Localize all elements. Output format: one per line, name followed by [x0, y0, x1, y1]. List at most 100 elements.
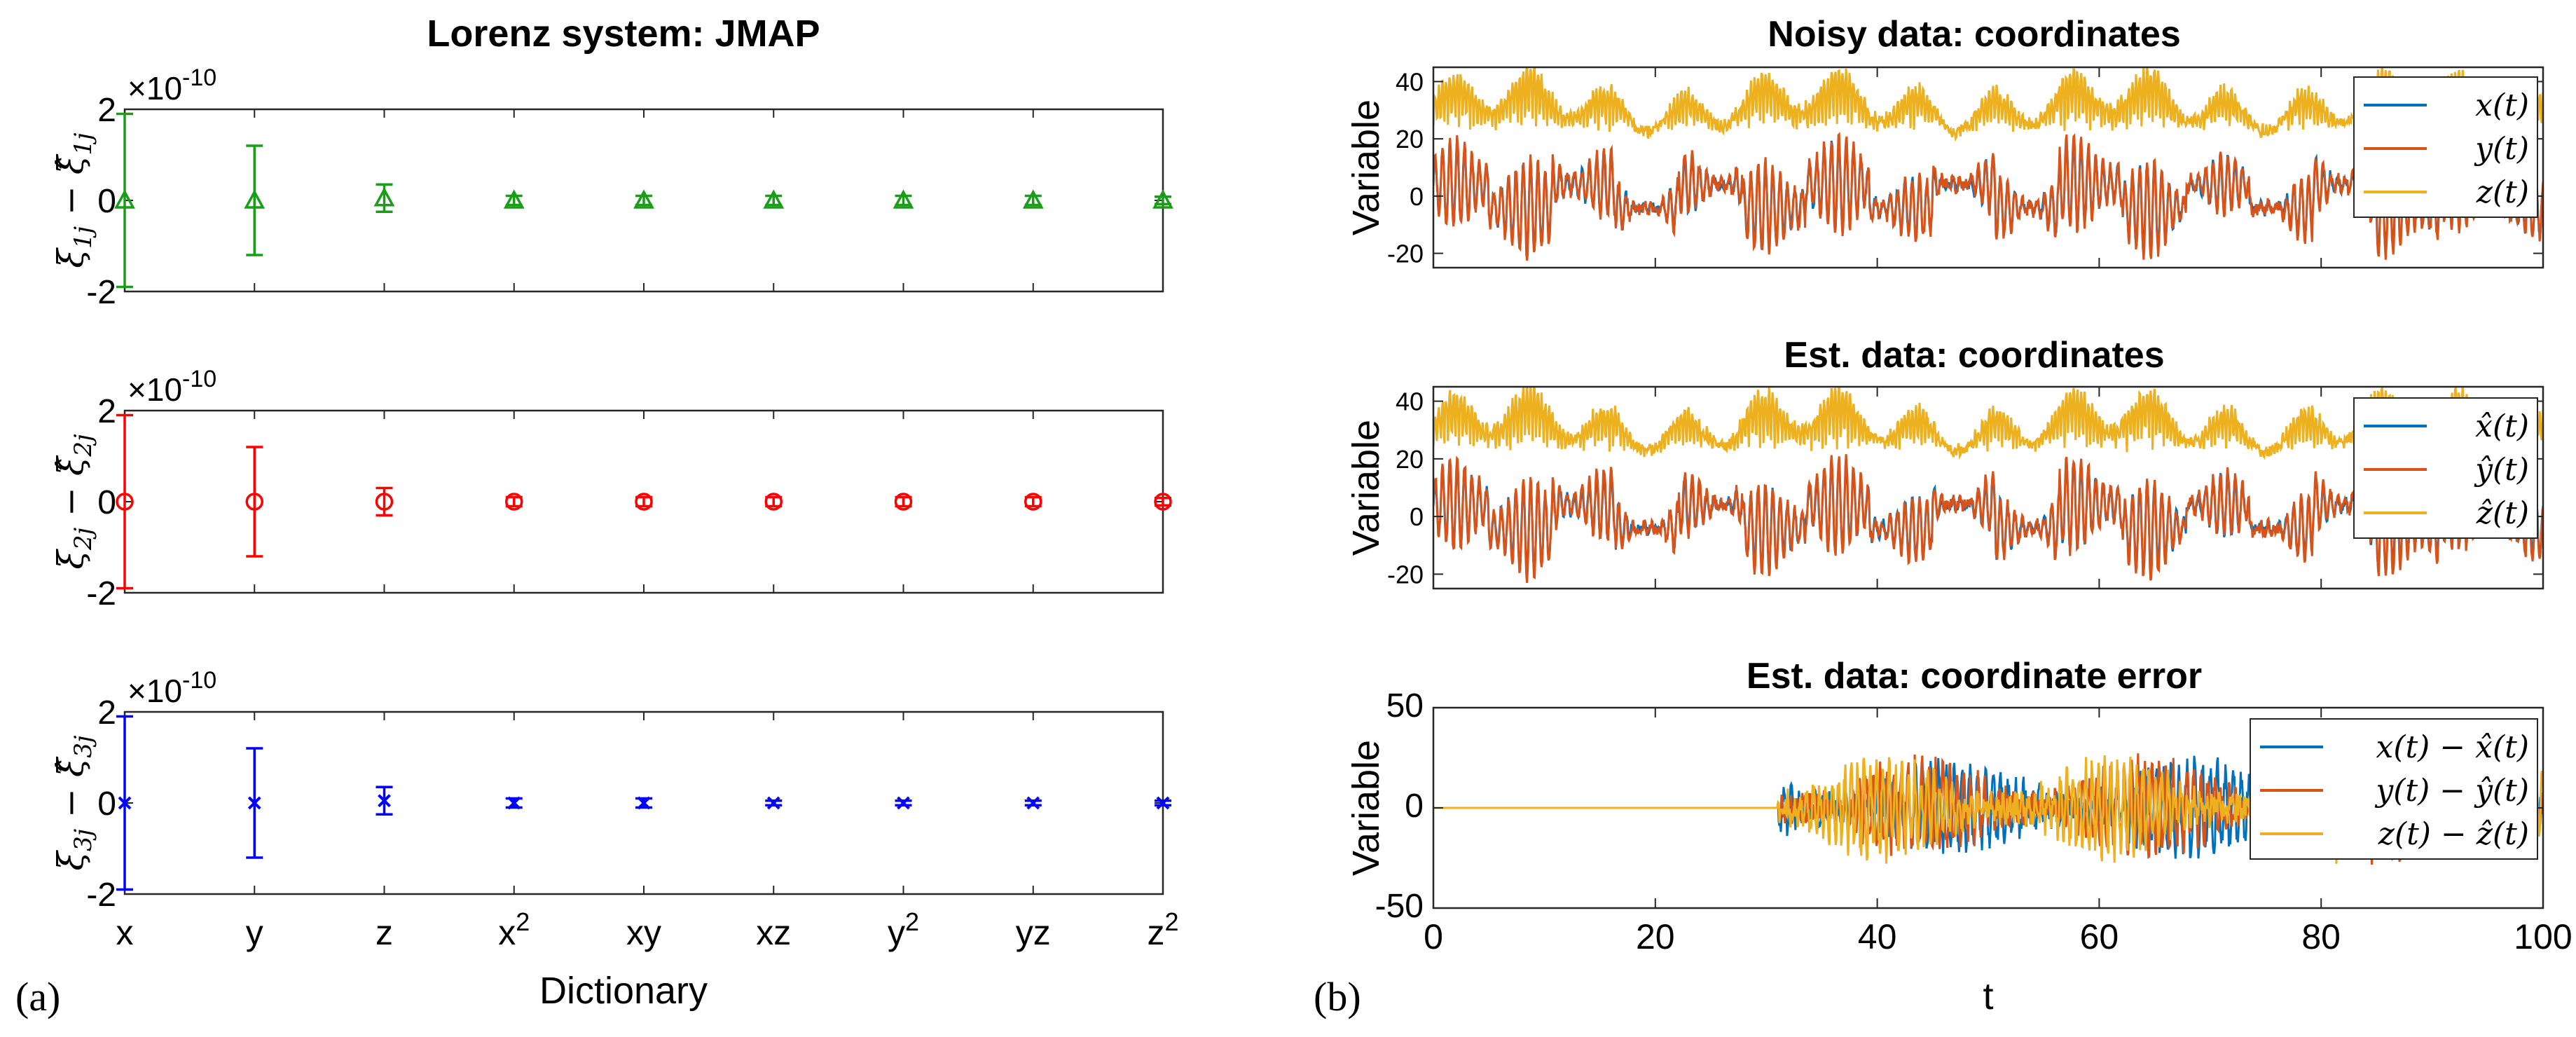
data-point: [1154, 493, 1172, 511]
y-tick-label: -20: [1387, 240, 1424, 268]
y-tick-label: 40: [1396, 387, 1424, 416]
data-point: [1022, 189, 1044, 209]
legend-box: [2353, 397, 2538, 539]
dictionary-tick-label: y2: [888, 907, 919, 952]
legend-label: ŷ(t): [2474, 452, 2529, 488]
data-point: [1156, 796, 1170, 810]
data-point: [373, 187, 395, 207]
legend-label: y(t): [2474, 131, 2529, 167]
panel-b-label: (b): [1314, 974, 1361, 1019]
data-point: [763, 189, 785, 209]
y-tick-label: -20: [1387, 560, 1424, 589]
y-tick-label: -2: [86, 575, 116, 612]
x-tick-label: 60: [2080, 917, 2119, 956]
data-point: [116, 493, 134, 511]
legend-label: z(t): [2476, 174, 2529, 210]
subplot-a2: 2 0 -2 ×10-10 ξ2j − ξ̂2j: [50, 366, 1172, 612]
dictionary-tick-label: x2: [498, 907, 530, 952]
data-point: [1152, 189, 1173, 209]
legend-label: z(t) − ẑ(t): [2378, 816, 2529, 852]
y-tick-label: 0: [1410, 502, 1424, 531]
data-point: [118, 796, 132, 810]
y-tick-label: 2: [97, 393, 116, 430]
dictionary-tick-label: y: [246, 913, 263, 952]
y-tick-label: -2: [86, 877, 116, 914]
y-axis-label: ξ2j − ξ̂2j: [50, 434, 97, 570]
y-tick-label: 20: [1396, 125, 1424, 153]
subplot-title: Est. data: coordinate error: [1747, 656, 2202, 696]
data-point: [378, 794, 391, 808]
subplot-a3: 2 0 -2 ×10-10 ξ3j − ξ̂3j: [50, 667, 1171, 914]
data-point: [1024, 493, 1042, 511]
y-tick-label: 0: [97, 785, 116, 823]
x-tick-label: 100: [2514, 917, 2572, 956]
data-point: [507, 796, 521, 810]
dictionary-tick-label: xz: [756, 913, 791, 952]
dictionary-tick-label: xy: [626, 913, 661, 952]
data-point: [633, 189, 654, 209]
y-axis-label: Variable: [1345, 740, 1387, 876]
subplot-title: Noisy data: coordinates: [1768, 14, 2180, 55]
panel-b-xlabel: t: [1983, 975, 1993, 1017]
exponent-label: ×10-10: [128, 667, 216, 709]
dictionary-tick-labels: x y z x2 xy xz y2 yz z2: [116, 907, 1179, 952]
legend: x(t) y(t) z(t): [2353, 76, 2538, 218]
y-tick-label: 20: [1396, 445, 1424, 474]
y-tick-label: 0: [1405, 788, 1424, 825]
y-tick-label: -50: [1375, 888, 1424, 925]
panel-a-title: Lorenz system: JMAP: [427, 13, 820, 55]
dictionary-tick-label: z2: [1147, 907, 1178, 952]
data-point: [505, 493, 523, 511]
panel-a-xlabel: Dictionary: [539, 970, 708, 1012]
exponent-label: ×10-10: [128, 64, 216, 107]
y-axis-label: ξ3j − ξ̂3j: [50, 735, 97, 871]
x-tick-label: 80: [2301, 917, 2341, 956]
data-point: [1026, 796, 1040, 810]
data-point: [637, 796, 651, 810]
x-tick-label: 20: [1636, 917, 1675, 956]
dictionary-tick-label: yz: [1016, 913, 1051, 952]
legend: x̂(t) ŷ(t) ẑ(t): [2353, 397, 2538, 539]
x-tick-label: 0: [1424, 917, 1443, 956]
legend-label: x̂(t): [2475, 408, 2529, 444]
panel-a-label: (a): [15, 974, 60, 1019]
legend: x(t) − x̂(t) y(t) − ŷ(t) z(t) − ẑ(t): [2250, 718, 2538, 860]
data-point: [635, 493, 653, 511]
legend-label: y(t) − ŷ(t): [2374, 773, 2529, 809]
data-point: [244, 189, 266, 209]
y-axis-label: Variable: [1345, 99, 1387, 235]
dictionary-tick-label: x: [116, 913, 134, 952]
data-point: [894, 493, 913, 511]
y-tick-label: 2: [97, 694, 116, 732]
y-tick-label: 0: [97, 183, 116, 220]
x-tick-label: 40: [1858, 917, 1897, 956]
axes-box: [1432, 385, 2544, 590]
y-tick-label: 0: [1410, 182, 1424, 211]
subplot-a1: 2 0 -2 ×10-10 ξ1j − ξ̂1j: [50, 64, 1173, 311]
data-point: [766, 796, 780, 810]
y-tick-label: -2: [86, 274, 116, 311]
legend-label: x(t): [2475, 88, 2529, 123]
axes-box: [1432, 66, 2544, 269]
data-point: [245, 493, 263, 511]
y-tick-label: 2: [97, 92, 116, 129]
data-point: [897, 796, 910, 810]
data-point: [247, 796, 261, 810]
data-point: [503, 189, 525, 209]
legend-label: ẑ(t): [2476, 495, 2529, 531]
dictionary-tick-label: z: [376, 913, 393, 952]
exponent-label: ×10-10: [128, 366, 216, 408]
data-point: [375, 493, 394, 511]
data-point: [893, 189, 914, 209]
y-axis-label: ξ1j − ξ̂1j: [50, 132, 97, 268]
data-point: [114, 189, 135, 209]
y-axis-label: Variable: [1345, 420, 1387, 556]
y-tick-label: 0: [97, 484, 116, 521]
y-tick-label: 50: [1386, 687, 1424, 724]
y-tick-label: 40: [1396, 67, 1424, 96]
subplot-title: Est. data: coordinates: [1784, 335, 2164, 376]
legend-label: x(t) − x̂(t): [2376, 729, 2530, 765]
